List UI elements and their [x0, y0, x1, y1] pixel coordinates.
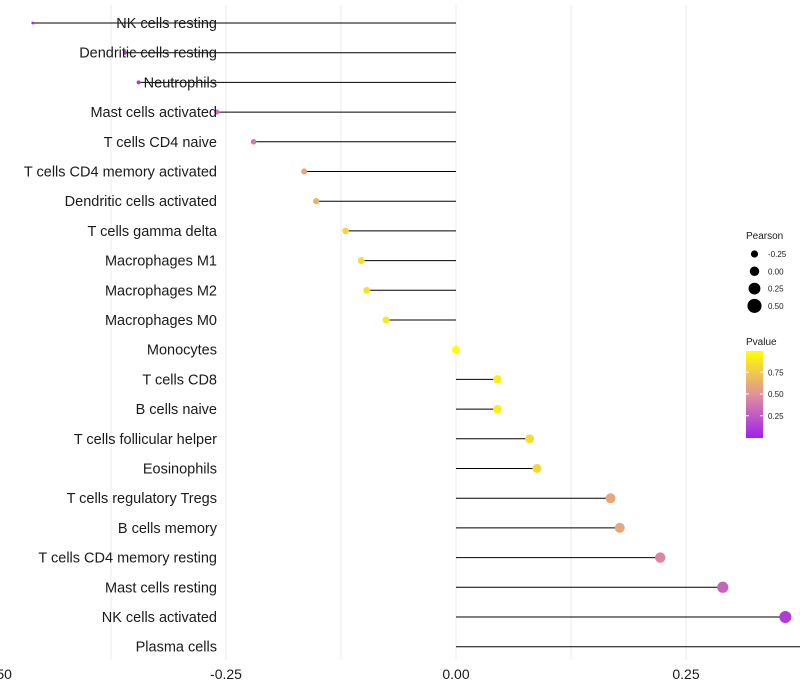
- data-point: [717, 581, 729, 593]
- stems: [32, 22, 800, 648]
- legend: Pearson -0.25 0.00 0.25 0.50 Pvalue 0.75 0.5…: [746, 231, 787, 438]
- x-tick-label: -0.25: [210, 666, 242, 682]
- color-legend-label: 0.75: [768, 368, 784, 377]
- x-tick-label: -0.50: [0, 666, 12, 682]
- data-point: [493, 404, 502, 414]
- data-point: [342, 227, 349, 235]
- category-label: Macrophages M0: [105, 313, 217, 329]
- data-point: [532, 464, 542, 473]
- points: [31, 21, 792, 624]
- size-legend-label: 0.00: [768, 267, 784, 276]
- category-label: NK cells activated: [102, 610, 217, 626]
- data-point: [605, 493, 616, 504]
- size-legend-dot: [750, 250, 759, 258]
- size-legend-label: -0.25: [768, 250, 787, 259]
- data-point: [122, 50, 127, 55]
- category-label: Macrophages M2: [105, 283, 217, 299]
- category-labels: NK cells resting Dendritic cells resting N…: [24, 16, 218, 656]
- category-label: B cells naive: [136, 402, 217, 418]
- x-axis-ticks: -0.50-0.250.000.250.50: [0, 666, 700, 682]
- category-label: B cells memory: [118, 521, 218, 537]
- data-point: [382, 316, 390, 324]
- color-legend-bar: [746, 351, 763, 438]
- category-label: T cells CD8: [142, 372, 217, 388]
- category-label: T cells gamma delta: [88, 224, 218, 240]
- category-label: Dendritic cells activated: [65, 194, 217, 210]
- data-point: [452, 345, 460, 354]
- data-point: [357, 257, 365, 265]
- category-label: T cells CD4 naive: [104, 135, 217, 151]
- category-label: Neutrophils: [144, 75, 217, 91]
- size-legend-dot: [748, 282, 761, 295]
- color-legend-label: 0.50: [768, 390, 784, 399]
- data-point: [31, 21, 35, 25]
- category-label: Macrophages M1: [105, 254, 217, 270]
- category-label: T cells CD4 memory activated: [24, 165, 217, 181]
- size-legend-dot: [747, 298, 762, 313]
- category-label: Mast cells resting: [105, 580, 217, 596]
- color-legend-label: 0.25: [768, 412, 784, 421]
- data-point: [493, 375, 502, 384]
- category-label: T cells follicular helper: [74, 432, 217, 448]
- data-point: [136, 80, 141, 85]
- size-legend-title: Pearson: [746, 231, 783, 242]
- data-point: [301, 168, 308, 175]
- data-point: [525, 434, 535, 444]
- data-point: [214, 109, 220, 115]
- data-point: [654, 552, 666, 563]
- category-label: Mast cells activated: [90, 105, 217, 121]
- color-legend-labels: 0.75 0.50 0.25: [746, 368, 784, 421]
- color-legend-title: Pvalue: [746, 337, 777, 348]
- x-tick-label: 0.25: [672, 666, 699, 682]
- category-label: Eosinophils: [143, 462, 217, 478]
- size-legend-dot: [749, 266, 760, 277]
- category-label: T cells regulatory Tregs: [67, 491, 217, 507]
- data-point: [363, 286, 371, 294]
- size-legend: -0.25 0.00 0.25 0.50: [747, 250, 787, 313]
- category-label: T cells CD4 memory resting: [38, 551, 217, 567]
- size-legend-label: 0.25: [768, 285, 784, 294]
- data-point: [779, 610, 792, 624]
- data-point: [614, 522, 625, 533]
- category-label: Plasma cells: [136, 640, 217, 656]
- grid-lines: [110, 5, 687, 660]
- data-point: [250, 139, 257, 145]
- x-tick-label: 0.00: [442, 666, 469, 682]
- category-label: NK cells resting: [116, 16, 217, 32]
- category-label: Monocytes: [147, 343, 217, 359]
- category-label: Dendritic cells resting: [79, 46, 217, 62]
- size-legend-label: 0.50: [768, 302, 784, 311]
- data-point: [313, 198, 320, 205]
